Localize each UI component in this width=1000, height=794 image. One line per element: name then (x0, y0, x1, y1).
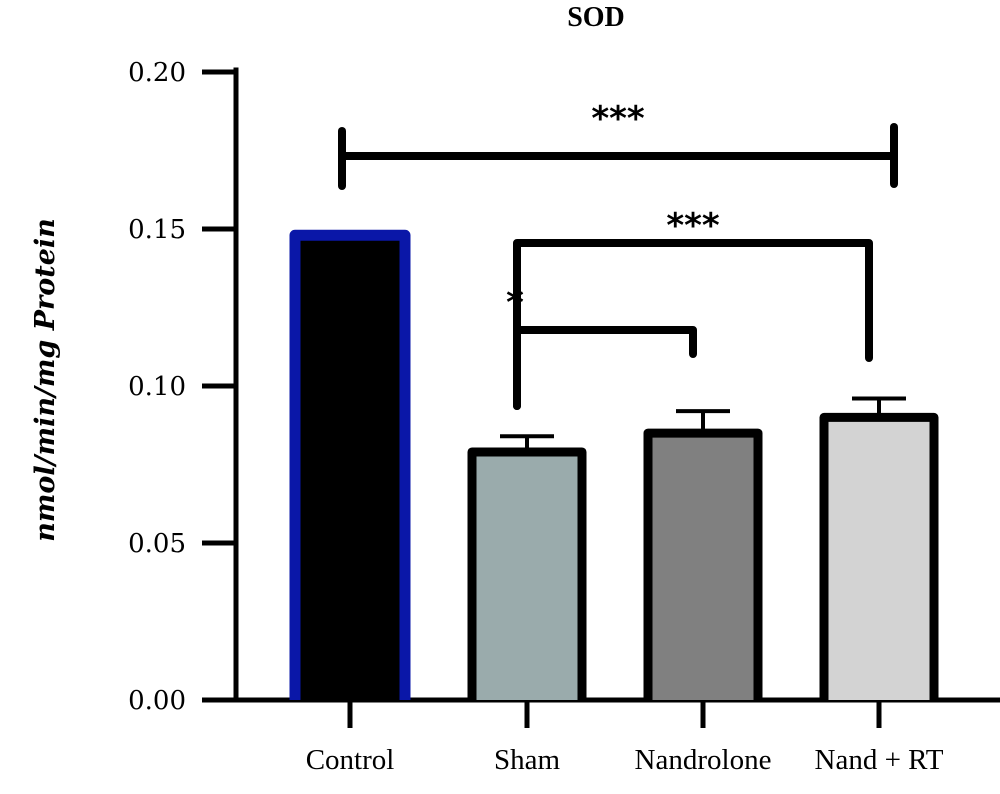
chart-title: SOD (567, 2, 625, 33)
significance-bracket: *** (513, 206, 873, 410)
significance-brackets: ******* (338, 99, 898, 410)
bracket-bar (513, 239, 873, 410)
significance-label: * (506, 283, 524, 323)
x-tick-label: Nand + RT (815, 744, 944, 776)
x-tick-label: Control (306, 744, 395, 776)
y-tick-label: 0.20 (128, 58, 186, 88)
bar-nand-rt (819, 412, 939, 700)
x-axis: Control Sham Nandrolone Nand + RT (233, 697, 1000, 776)
significance-bracket: * (506, 283, 697, 410)
y-tick-label: 0.00 (128, 686, 186, 716)
bar-sham (467, 447, 587, 700)
y-tick-label: 0.15 (128, 215, 186, 245)
y-tick-label: 0.05 (128, 529, 186, 559)
bar-nandrolone (643, 428, 763, 700)
x-tick-label: Nandrolone (635, 744, 772, 776)
bar-control (289, 229, 411, 700)
bars (289, 229, 939, 700)
bracket-bar (513, 326, 697, 410)
y-tick-label: 0.10 (128, 372, 186, 402)
significance-label: *** (591, 99, 645, 139)
y-axis-label: nmol/min/mg Protein (30, 218, 61, 542)
significance-bracket: *** (338, 99, 898, 190)
significance-label: *** (666, 206, 720, 246)
x-tick-label: Sham (494, 744, 561, 776)
y-axis: 0.00 0.05 0.10 0.15 0.20 (128, 58, 239, 716)
